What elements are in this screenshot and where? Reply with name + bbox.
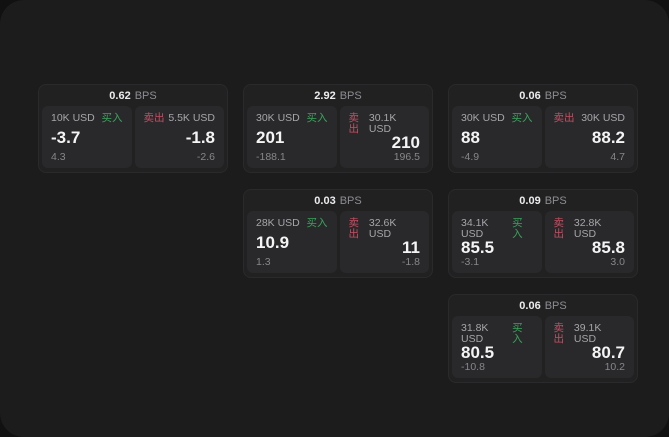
buy-price: 85.5 (461, 238, 495, 258)
bps-value: 0.03 (314, 194, 336, 207)
buy-amount: 28K USD (256, 217, 300, 229)
bps-header: 2.92 BPS (247, 85, 429, 106)
buy-delta: -3.1 (461, 255, 480, 268)
bps-value: 2.92 (314, 89, 336, 102)
sell-amount: 32.6K USD (368, 217, 397, 240)
bps-unit: BPS (134, 89, 157, 102)
buy-price: 80.5 (461, 343, 495, 363)
sell-panel[interactable]: 卖出 32.6K USD 11 -1.8 (339, 211, 429, 273)
sell-price: 88.2 (591, 128, 625, 147)
bps-unit: BPS (544, 89, 567, 102)
sell-label: 卖出 (553, 322, 565, 345)
sell-delta: -1.8 (401, 255, 420, 268)
buy-panel[interactable]: 30K USD 买入 201 -188.1 (247, 106, 337, 168)
buy-delta: -10.8 (461, 360, 485, 373)
sell-label: 卖出 (553, 217, 565, 240)
bps-header: 0.03 BPS (247, 190, 429, 211)
sell-amount: 39.1K USD (573, 322, 602, 345)
sell-delta: 196.5 (393, 150, 420, 163)
sell-amount: 30K USD (581, 112, 625, 124)
bps-value: 0.62 (109, 89, 131, 102)
bps-value: 0.09 (519, 194, 541, 207)
sell-amount: 32.8K USD (573, 217, 602, 240)
sell-panel[interactable]: 卖出 32.8K USD 85.8 3.0 (544, 211, 634, 273)
buy-panel[interactable]: 28K USD 买入 10.9 1.3 (247, 211, 337, 273)
buy-price: 88 (461, 128, 480, 147)
quote-card: 0.03 BPS 28K USD 买入 10.9 1.3 卖出 32.6K US… (243, 189, 433, 278)
bps-unit: BPS (544, 299, 567, 312)
buy-delta: -4.9 (461, 150, 480, 163)
sell-panel[interactable]: 卖出 5.5K USD -1.8 -2.6 (134, 106, 224, 168)
buy-panel[interactable]: 30K USD 买入 88 -4.9 (452, 106, 542, 168)
sell-amount: 5.5K USD (168, 112, 215, 124)
sell-price: -1.8 (185, 128, 215, 147)
buy-label: 买入 (306, 112, 328, 124)
buy-amount: 31.8K USD (461, 322, 489, 345)
sell-price: 11 (402, 238, 420, 258)
buy-label: 买入 (511, 112, 533, 124)
sell-label: 卖出 (348, 112, 360, 135)
bps-header: 0.62 BPS (42, 85, 224, 106)
bps-value: 0.06 (519, 299, 541, 312)
buy-amount: 30K USD (256, 112, 300, 124)
bps-value: 0.06 (519, 89, 541, 102)
buy-panel[interactable]: 31.8K USD 买入 80.5 -10.8 (452, 316, 542, 378)
buy-price: 201 (256, 128, 285, 147)
sell-panel[interactable]: 卖出 30K USD 88.2 4.7 (544, 106, 634, 168)
buy-label: 买入 (512, 322, 523, 345)
bps-unit: BPS (544, 194, 567, 207)
buy-price: 10.9 (256, 233, 290, 252)
quote-card: 0.06 BPS 31.8K USD 买入 80.5 -10.8 卖出 39.1… (448, 294, 638, 383)
sell-price: 80.7 (591, 343, 625, 363)
buy-label: 买入 (101, 112, 123, 124)
sell-price: 85.8 (591, 238, 625, 258)
sell-delta: 4.7 (610, 150, 625, 163)
sell-amount: 30.1K USD (368, 112, 397, 135)
bps-unit: BPS (339, 89, 362, 102)
bps-header: 0.06 BPS (452, 85, 634, 106)
buy-panel[interactable]: 10K USD 买入 -3.7 4.3 (42, 106, 132, 168)
quote-card: 0.06 BPS 30K USD 买入 88 -4.9 卖出 30K USD 8… (448, 84, 638, 173)
buy-delta: 4.3 (51, 150, 66, 163)
sell-delta: -2.6 (196, 150, 215, 163)
sell-label: 卖出 (143, 112, 165, 124)
quote-card: 2.92 BPS 30K USD 买入 201 -188.1 卖出 30.1K … (243, 84, 433, 173)
buy-delta: -188.1 (256, 150, 286, 163)
buy-label: 买入 (512, 217, 523, 240)
quote-card: 0.09 BPS 34.1K USD 买入 85.5 -3.1 卖出 32.8K… (448, 189, 638, 278)
buy-label: 买入 (306, 217, 328, 229)
sell-price: 210 (391, 133, 420, 153)
sell-panel[interactable]: 卖出 39.1K USD 80.7 10.2 (544, 316, 634, 378)
buy-amount: 10K USD (51, 112, 95, 124)
bps-header: 0.09 BPS (452, 190, 634, 211)
buy-amount: 30K USD (461, 112, 505, 124)
buy-delta: 1.3 (256, 255, 271, 268)
buy-amount: 34.1K USD (461, 217, 489, 240)
bps-unit: BPS (339, 194, 362, 207)
sell-delta: 10.2 (604, 360, 625, 373)
sell-panel[interactable]: 卖出 30.1K USD 210 196.5 (339, 106, 429, 168)
quote-card: 0.62 BPS 10K USD 买入 -3.7 4.3 卖出 5.5K USD… (38, 84, 228, 173)
bps-header: 0.06 BPS (452, 295, 634, 316)
sell-delta: 3.0 (610, 255, 625, 268)
buy-panel[interactable]: 34.1K USD 买入 85.5 -3.1 (452, 211, 542, 273)
sell-label: 卖出 (348, 217, 360, 240)
sell-label: 卖出 (553, 112, 575, 124)
buy-price: -3.7 (51, 128, 81, 147)
